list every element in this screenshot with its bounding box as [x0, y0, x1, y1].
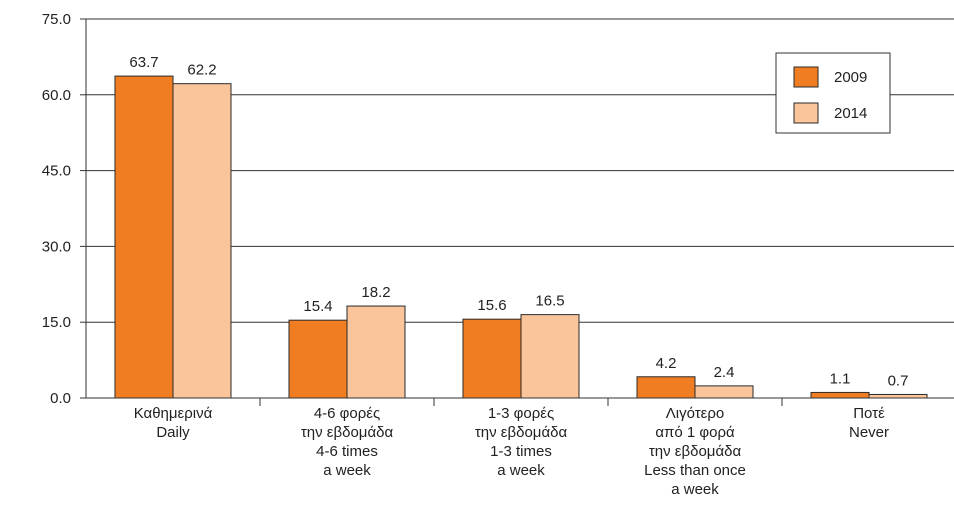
x-tick-label: Ποτέ	[853, 405, 885, 422]
bar-2014	[868, 393, 928, 399]
bar-2009	[462, 318, 522, 399]
legend-box	[775, 52, 891, 134]
data-label: 15.4	[303, 298, 332, 315]
data-label: 2.4	[714, 364, 735, 381]
legend: 2009 2014	[775, 52, 891, 134]
bar-2014	[520, 314, 580, 399]
x-tick-label: Λιγότερο	[666, 405, 724, 422]
legend-swatch-2009	[793, 66, 819, 88]
data-label: 16.5	[535, 293, 564, 310]
x-tick-label: 1-3 φορές	[488, 405, 554, 422]
data-label: 0.7	[888, 372, 909, 389]
bar-2009	[636, 376, 696, 399]
bar-2009	[114, 75, 174, 399]
x-tick-label: την εβδομάδα	[475, 424, 568, 441]
y-tick-label: 15.0	[42, 314, 71, 331]
x-tick-label: την εβδομάδα	[649, 443, 742, 460]
y-tick-label: 75.0	[42, 11, 71, 28]
x-tick-label: a week	[323, 462, 371, 479]
data-label: 63.7	[129, 54, 158, 71]
data-label: 62.2	[187, 62, 216, 79]
bar-series: 63.7 62.2 15.4 18.2 15.6 16.5 4.2 2.4 1.1 0.7	[114, 54, 928, 399]
data-label: 1.1	[830, 370, 851, 387]
bar-2014	[346, 305, 406, 399]
bar-2014	[694, 385, 754, 399]
x-tick-label: την εβδομάδα	[301, 424, 394, 441]
bar-2009	[810, 391, 870, 399]
x-tick-label: a week	[671, 481, 719, 498]
x-tick-label: Less than once	[644, 462, 746, 479]
axes: 0.0 15.0 30.0 45.0 60.0 75.0 Καθημερινά Daily 4-…	[42, 11, 954, 498]
x-tick-label: 4-6 φορές	[314, 405, 380, 422]
legend-label: 2009	[834, 69, 867, 86]
bar-2014	[172, 83, 232, 399]
y-tick-label: 60.0	[42, 87, 71, 104]
data-label: 4.2	[656, 355, 677, 372]
legend-swatch-2014	[793, 102, 819, 124]
data-label: 15.6	[477, 297, 506, 314]
x-tick-label: a week	[497, 462, 545, 479]
bar-2009	[288, 319, 348, 399]
x-tick-label: Never	[849, 424, 889, 441]
data-label: 18.2	[361, 284, 390, 301]
y-tick-label: 45.0	[42, 163, 71, 180]
legend-label: 2014	[834, 105, 867, 122]
x-tick-label: από 1 φορά	[655, 424, 735, 441]
x-tick-label: Καθημερινά	[134, 405, 213, 422]
y-tick-label: 30.0	[42, 238, 71, 255]
y-tick-label: 0.0	[50, 390, 71, 407]
x-tick-label: Daily	[156, 424, 190, 441]
x-tick-label: 1-3 times	[490, 443, 552, 460]
x-tick-label: 4-6 times	[316, 443, 378, 460]
